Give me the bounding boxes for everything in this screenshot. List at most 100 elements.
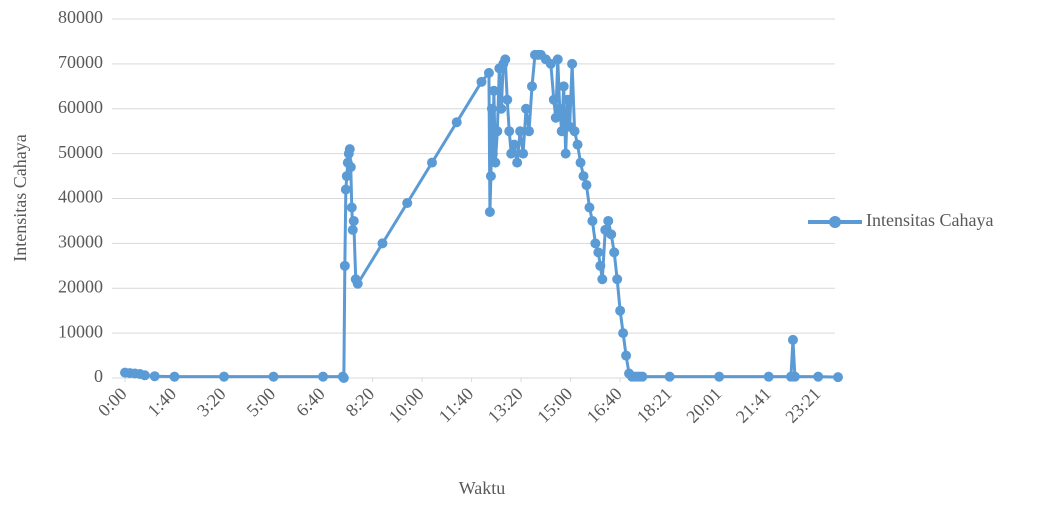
data-point [490,157,501,168]
data-point [488,85,499,96]
data-point [606,229,617,240]
data-point [518,148,529,159]
data-point [486,103,497,114]
data-point [714,371,725,382]
y-tick-label: 50000 [58,142,103,162]
data-point [524,126,535,137]
data-point [339,260,350,271]
x-tick-label: 16:40 [583,384,626,427]
data-point [813,371,824,382]
data-point [664,371,675,382]
data-point [492,126,503,137]
x-tick-label: 20:01 [682,384,725,427]
data-point [346,202,357,213]
x-tick-label: 3:20 [193,384,230,421]
data-point [485,171,496,182]
data-point [562,94,573,105]
legend-marker [829,216,841,228]
data-point [560,148,571,159]
data-point [352,278,363,289]
data-point [621,350,632,361]
y-tick-label: 70000 [58,52,103,72]
x-tick-label: 1:40 [143,384,180,421]
data-point [268,371,279,382]
y-tick-label: 60000 [58,97,103,117]
y-tick-label: 40000 [58,187,103,207]
data-point [509,139,520,150]
data-point [833,372,843,383]
x-tick-label: 23:21 [781,384,824,427]
y-tick-label: 0 [94,366,103,386]
data-point [603,215,614,226]
data-point [344,144,355,155]
data-point [377,238,388,249]
x-tick-label: 13:20 [484,384,527,427]
data-point [169,371,180,382]
x-tick-label: 18:21 [633,384,676,427]
data-point [426,157,437,168]
data-point [483,67,494,78]
y-axis-title: Intensitas Cahaya [10,134,30,261]
data-point [612,274,623,285]
y-tick-label: 30000 [58,232,103,252]
data-point [521,103,532,114]
data-point [548,94,559,105]
data-point [609,247,620,258]
data-point [149,371,160,382]
data-point [515,126,526,137]
data-point [572,139,583,150]
data-point [552,54,563,65]
x-tick-label: 8:20 [342,384,379,421]
data-point [348,215,359,226]
x-axis-title: Waktu [459,478,506,498]
data-point [476,76,487,87]
data-point [595,260,606,271]
data-point [615,305,626,316]
data-point [139,370,150,381]
data-point [504,126,515,137]
data-point [637,371,648,382]
x-tick-label: 21:41 [732,384,775,427]
y-tick-label: 80000 [58,7,103,27]
data-point [496,103,507,114]
data-point [484,206,495,217]
data-point [338,373,349,383]
data-point [584,202,595,213]
data-point [556,126,567,137]
y-tick-label: 10000 [58,321,103,341]
data-point [587,215,598,226]
data-point [451,117,462,128]
x-tick-label: 5:00 [243,384,280,421]
data-point [789,371,800,382]
data-point [219,371,230,382]
data-point [569,126,580,137]
data-point [597,274,608,285]
legend-label: Intensitas Cahaya [866,210,993,230]
data-point [506,148,517,159]
data-point [500,54,511,65]
data-point [567,58,578,69]
data-point [578,171,589,182]
data-point [618,328,629,339]
y-tick-label: 20000 [58,276,103,296]
data-point [787,334,798,345]
data-point [347,224,358,235]
data-point [550,112,561,123]
data-point [575,157,586,168]
data-point [340,184,351,195]
data-point [402,197,413,208]
data-point [345,162,356,173]
data-point [341,171,352,182]
data-point [318,371,329,382]
series-line [124,53,839,380]
data-point [763,371,774,382]
x-tick-label: 0:00 [94,384,131,421]
data-point [554,103,565,114]
data-point [502,94,513,105]
data-point [527,81,538,92]
data-point [590,238,601,249]
data-point [593,247,604,258]
x-tick-label: 11:40 [435,384,478,427]
data-point [558,81,569,92]
